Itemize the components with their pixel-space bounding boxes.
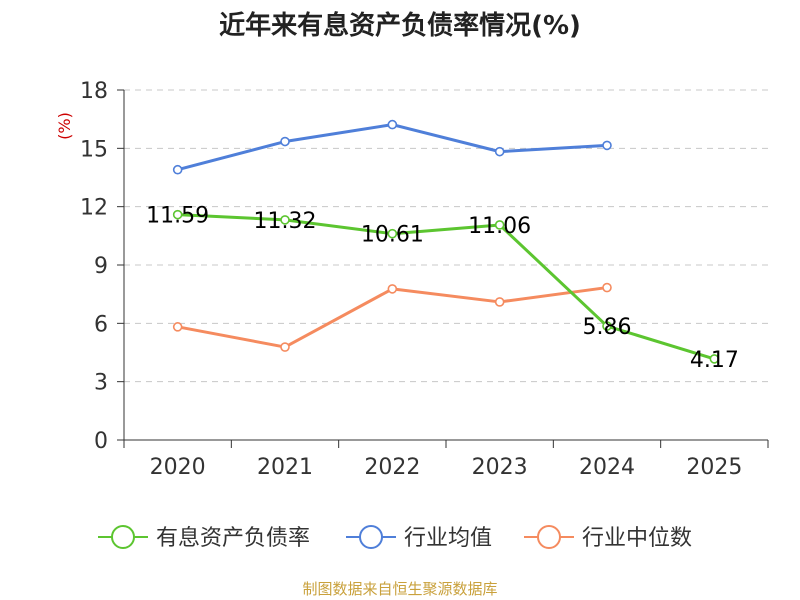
- x-tick-label: 2021: [257, 455, 313, 480]
- data-point[interactable]: [172, 164, 183, 175]
- x-tick-label: 2024: [579, 455, 635, 480]
- legend-item[interactable]: 行业均值: [346, 525, 492, 551]
- x-tick-label: 2020: [150, 455, 206, 480]
- data-label: 5.86: [583, 315, 632, 340]
- legend-marker: [537, 525, 561, 549]
- data-point[interactable]: [172, 322, 183, 332]
- y-tick-label: 15: [80, 137, 108, 162]
- data-point[interactable]: [387, 228, 398, 239]
- series-line: [177, 286, 608, 349]
- data-label: 11.32: [254, 209, 317, 234]
- x-tick-label: 2025: [686, 455, 742, 480]
- axes: 0 3 6 9 12 15 18 2020 2021 2022 2023 2024 2025: [80, 79, 769, 480]
- data-point[interactable]: [602, 321, 612, 331]
- y-tick-label: 0: [94, 429, 108, 454]
- chart-title: 近年来有息资产负债率情况(%): [219, 10, 581, 41]
- source-note: 制图数据来自恒生聚源数据库: [302, 580, 497, 598]
- legend-item[interactable]: 行业中位数: [524, 525, 692, 551]
- data-label: 10.61: [361, 223, 424, 248]
- grid: [124, 89, 768, 383]
- data-point[interactable]: [387, 119, 398, 130]
- legend-item[interactable]: 有息资产负债率: [98, 525, 310, 551]
- legend[interactable]: 有息资产负债率 行业均值 行业中位数: [98, 525, 692, 551]
- data-point[interactable]: [494, 220, 505, 230]
- legend-marker: [111, 525, 135, 549]
- x-tick-label: 2022: [364, 455, 420, 480]
- data-point[interactable]: [602, 282, 612, 293]
- data-labels: 11.59 11.32 10.61 11.06 5.86 4.17: [146, 204, 739, 373]
- y-tick-label: 6: [94, 312, 108, 337]
- data-label: 11.59: [146, 204, 209, 229]
- data-point[interactable]: [280, 342, 290, 352]
- series-layer: [172, 119, 720, 364]
- y-axis-label: (%): [55, 112, 74, 140]
- legend-label: 有息资产负债率: [156, 526, 310, 551]
- data-point[interactable]: [280, 136, 290, 147]
- x-tick-label: 2023: [472, 455, 528, 480]
- data-label: 11.06: [468, 214, 531, 239]
- data-point[interactable]: [387, 284, 398, 294]
- data-point[interactable]: [172, 209, 183, 220]
- data-point[interactable]: [494, 146, 505, 157]
- y-tick-label: 3: [94, 371, 108, 396]
- data-point[interactable]: [709, 354, 720, 364]
- data-label: 4.17: [690, 348, 739, 373]
- series-line: [177, 123, 608, 172]
- legend-label: 行业中位数: [582, 526, 692, 551]
- legend-marker: [359, 525, 383, 549]
- data-point[interactable]: [494, 297, 505, 307]
- data-point[interactable]: [280, 215, 290, 225]
- y-tick-label: 9: [94, 254, 108, 279]
- y-tick-label: 12: [80, 196, 108, 221]
- data-point[interactable]: [602, 140, 612, 151]
- series-line: [177, 213, 715, 361]
- y-tick-label: 18: [80, 79, 108, 104]
- legend-label: 行业均值: [404, 526, 492, 551]
